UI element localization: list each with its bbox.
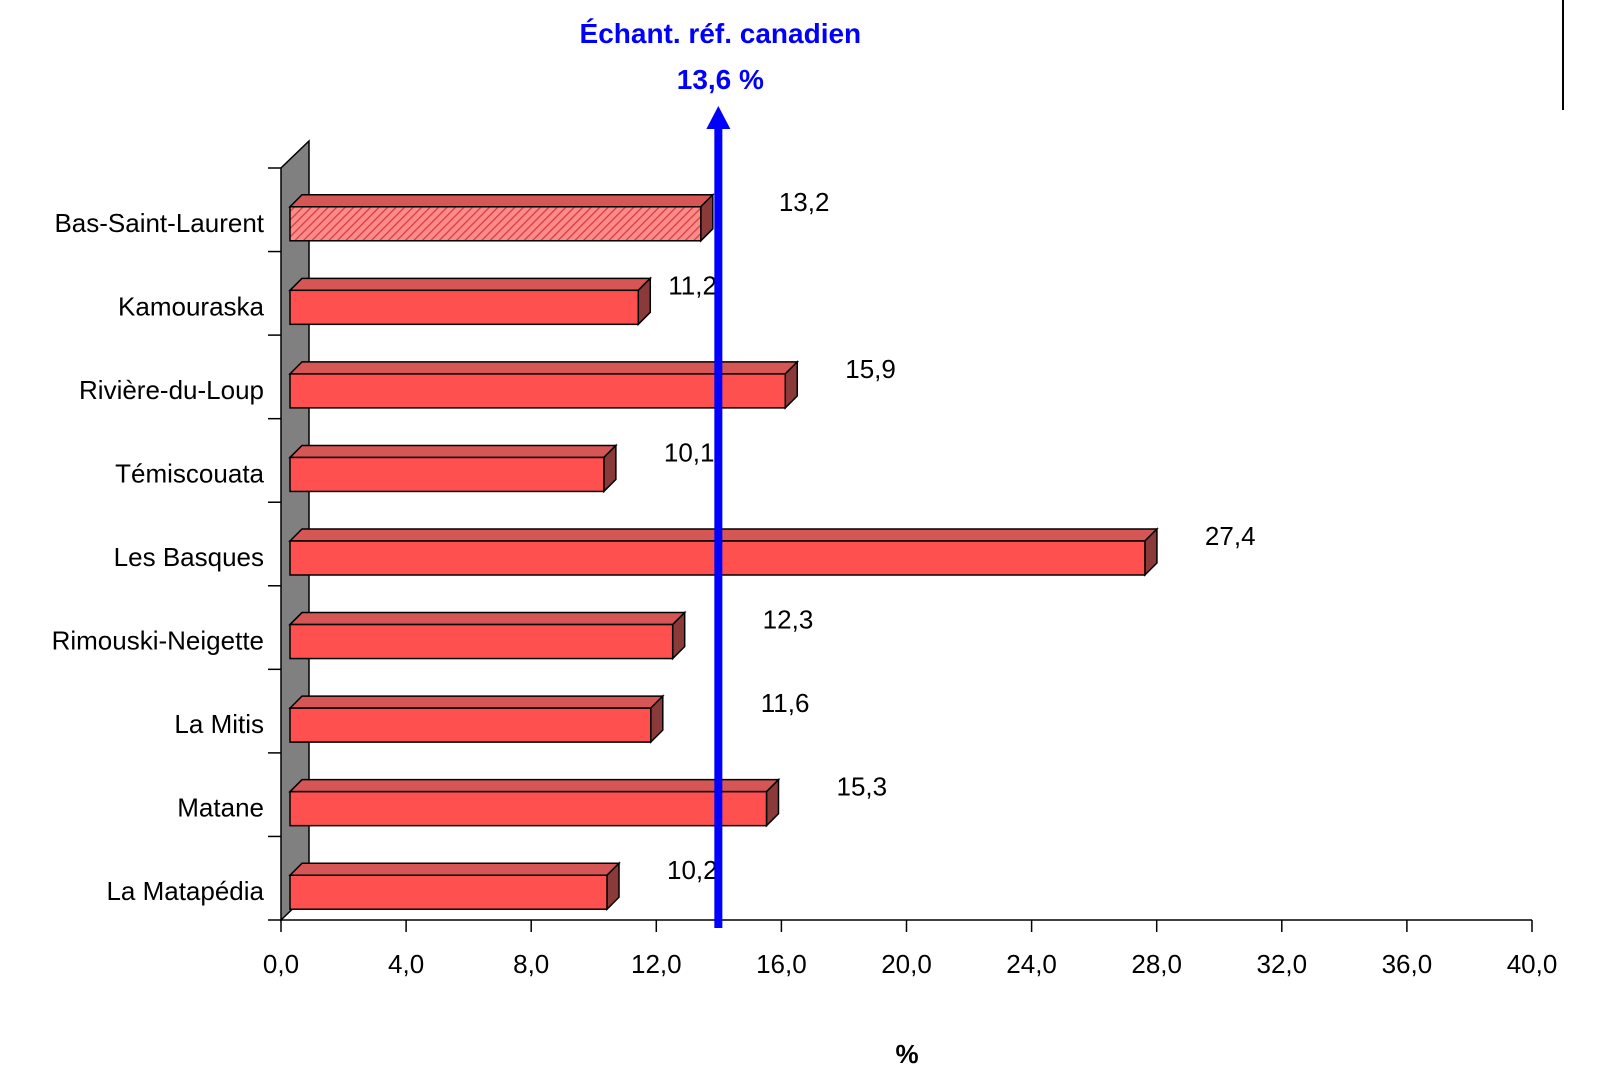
bar-front-face xyxy=(289,206,702,242)
bar-value-label: 11,2 xyxy=(668,270,717,300)
category-label: Rimouski-Neigette xyxy=(52,626,264,656)
bar-4: 10,1 xyxy=(288,437,715,494)
bar-3: 15,9 xyxy=(288,354,896,410)
bar-front-face xyxy=(289,373,787,409)
bar-1: 13,2 xyxy=(288,187,830,243)
reference-label-title: Échant. réf. canadien xyxy=(580,18,862,49)
bar-top-face xyxy=(288,695,665,709)
value-tick-label: 12,0 xyxy=(631,949,682,979)
value-tick-label: 28,0 xyxy=(1131,949,1182,979)
value-tick-label: 32,0 xyxy=(1256,949,1307,979)
bar-8: 15,3 xyxy=(288,772,888,828)
category-label: La Mitis xyxy=(174,709,264,739)
bar-series: 13,2 11,2 15,9 10,1 27,4 12,3 11,6 15,3 10,2 xyxy=(288,187,1256,912)
bar-value-label: 10,2 xyxy=(667,855,718,885)
category-label: Les Basques xyxy=(114,542,264,572)
bar-top-face xyxy=(288,277,653,292)
category-label: Kamouraska xyxy=(118,291,264,321)
value-tick-label: 8,0 xyxy=(513,949,549,979)
category-label: Témiscouata xyxy=(115,458,264,488)
bar-top-face xyxy=(288,444,618,459)
category-label: Matane xyxy=(177,793,264,823)
bar-7: 11,6 xyxy=(288,688,810,744)
bar-front-face xyxy=(289,623,674,660)
bar-6: 12,3 xyxy=(288,605,814,661)
bar-value-label: 10,1 xyxy=(664,437,715,467)
value-tick-label: 16,0 xyxy=(756,949,807,979)
category-label: La Matapédia xyxy=(106,876,264,906)
category-label: Rivière-du-Loup xyxy=(79,375,264,405)
bar-front-face xyxy=(289,874,608,910)
category-axis: Bas-Saint-Laurent Kamouraska Rivière-du-Lo… xyxy=(52,167,281,921)
value-tick-label: 36,0 xyxy=(1382,949,1433,979)
x-axis-title: % xyxy=(895,1039,918,1069)
bar-2: 11,2 xyxy=(288,270,717,327)
bar-value-label: 13,2 xyxy=(779,187,830,217)
bar-5: 27,4 xyxy=(288,521,1256,577)
value-tick-label: 4,0 xyxy=(388,949,424,979)
bar-top-face xyxy=(288,778,781,793)
bar-value-label: 12,3 xyxy=(763,605,814,635)
bar-top-face xyxy=(288,862,621,876)
value-tick-label: 0,0 xyxy=(263,949,299,979)
reference-line-group: Échant. réf. canadien 13,6 % xyxy=(580,18,862,928)
reference-label-value: 13,6 % xyxy=(677,64,764,95)
bar-value-label: 15,9 xyxy=(845,354,896,384)
value-axis: 0,0 4,0 8,0 12,0 16,0 20,0 24,0 28,0 32,0 36,0 40,… xyxy=(263,919,1558,979)
bar-top-face xyxy=(288,528,1159,542)
bar-front-face xyxy=(289,707,652,743)
value-tick-label: 40,0 xyxy=(1507,949,1558,979)
bar-top-face xyxy=(288,611,687,626)
reference-arrow-head xyxy=(706,106,731,129)
category-label: Bas-Saint-Laurent xyxy=(54,208,264,238)
bar-top-face xyxy=(288,194,715,208)
value-tick-label: 20,0 xyxy=(881,949,932,979)
bar-front-face xyxy=(289,456,605,493)
bar-value-label: 27,4 xyxy=(1205,521,1256,551)
value-tick-label: 24,0 xyxy=(1006,949,1057,979)
bar-front-face xyxy=(289,289,640,326)
bar-front-face xyxy=(289,790,768,827)
bar-value-label: 15,3 xyxy=(837,772,888,802)
bar-value-label: 11,6 xyxy=(761,688,810,718)
bar-9: 10,2 xyxy=(288,855,718,912)
